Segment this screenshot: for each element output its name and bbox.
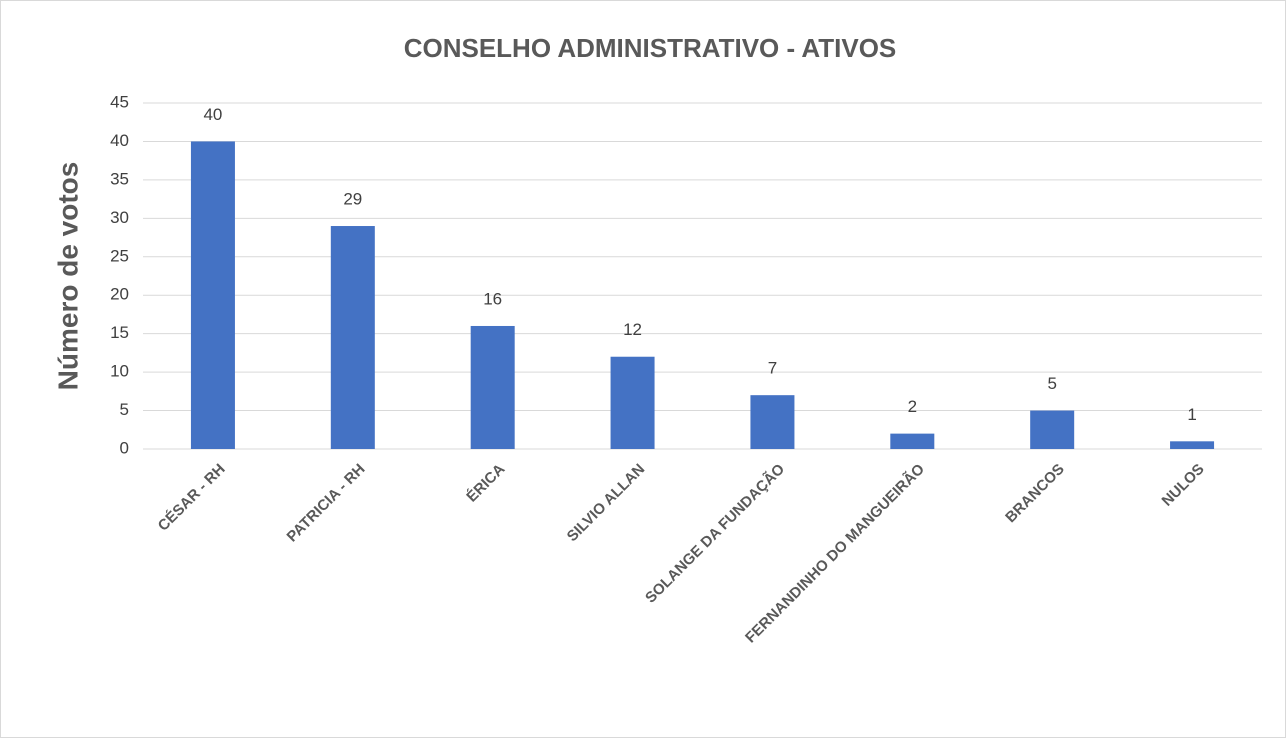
bar xyxy=(750,395,795,449)
y-tick-label: 35 xyxy=(110,169,129,188)
data-label: 5 xyxy=(1047,374,1056,393)
y-tick-label: 10 xyxy=(110,362,129,381)
y-tick-label: 25 xyxy=(110,246,129,265)
data-label: 1 xyxy=(1187,405,1196,424)
bar xyxy=(330,226,375,449)
y-tick-label: 15 xyxy=(110,323,129,342)
bar xyxy=(890,433,935,449)
y-tick-label: 5 xyxy=(120,400,129,419)
y-axis-label: Número de votos xyxy=(52,162,83,391)
y-tick-label: 20 xyxy=(110,285,129,304)
bar xyxy=(1170,441,1215,449)
y-tick-label: 45 xyxy=(110,92,129,111)
y-tick-label: 30 xyxy=(110,208,129,227)
data-label: 2 xyxy=(908,397,917,416)
data-label: 12 xyxy=(623,320,642,339)
y-tick-label: 0 xyxy=(120,438,129,457)
data-label: 40 xyxy=(203,105,222,124)
chart-title: CONSELHO ADMINISTRATIVO - ATIVOS xyxy=(404,33,897,63)
data-label: 29 xyxy=(343,190,362,209)
bar xyxy=(1030,410,1075,449)
y-tick-label: 40 xyxy=(110,131,129,150)
data-label: 7 xyxy=(768,359,777,378)
bar xyxy=(610,356,655,449)
bar xyxy=(470,325,515,449)
data-label: 16 xyxy=(483,289,502,308)
bar xyxy=(190,141,235,449)
